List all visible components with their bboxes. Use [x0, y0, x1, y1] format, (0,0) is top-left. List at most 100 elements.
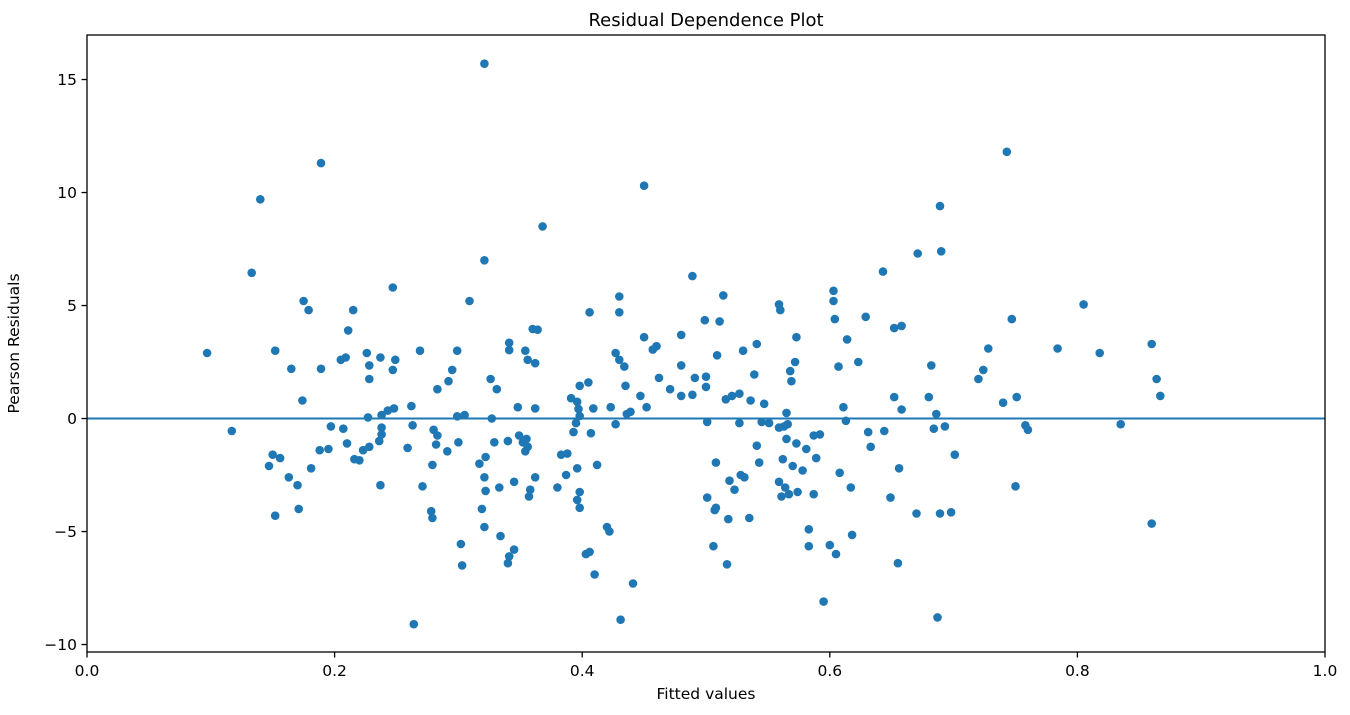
data-point — [572, 495, 582, 505]
data-point — [585, 547, 594, 557]
data-point — [481, 452, 490, 462]
data-point — [792, 332, 801, 342]
data-point — [270, 511, 280, 520]
data-point — [324, 444, 333, 454]
y-tick-label: 10 — [57, 184, 77, 202]
data-points-layer — [202, 59, 1165, 629]
data-point — [586, 428, 596, 438]
data-point — [757, 417, 766, 427]
ticks-layer: 0.0 0.2 0.4 0.6 0.8 1.0 15 10 5 0 −5 −10 — [44, 71, 1337, 680]
data-point — [572, 464, 582, 473]
data-point — [247, 268, 256, 278]
data-point — [298, 396, 307, 405]
data-point — [665, 384, 675, 394]
data-point — [316, 158, 326, 168]
data-point — [798, 466, 807, 475]
data-point — [745, 513, 754, 523]
data-point — [759, 399, 769, 409]
data-point — [688, 271, 697, 281]
x-tick-label: 0.4 — [570, 662, 595, 680]
data-point — [724, 514, 733, 524]
data-point — [503, 436, 513, 446]
data-point — [408, 421, 417, 430]
data-point — [1023, 425, 1033, 435]
data-point — [316, 364, 326, 374]
data-point — [754, 458, 764, 467]
data-point — [701, 372, 711, 382]
data-point — [606, 402, 615, 412]
data-point — [481, 486, 490, 496]
y-tick-label: 5 — [67, 297, 77, 315]
data-point — [615, 355, 624, 365]
data-point — [284, 473, 294, 482]
data-point — [504, 552, 514, 561]
data-point — [819, 597, 828, 606]
data-point — [935, 201, 945, 211]
y-tick-label: 15 — [57, 71, 77, 89]
data-point — [688, 390, 697, 400]
data-point — [787, 376, 796, 386]
data-point — [480, 59, 489, 68]
data-point — [315, 445, 325, 455]
data-point — [831, 549, 841, 559]
data-point — [523, 442, 532, 452]
data-point — [784, 489, 794, 499]
data-point — [575, 381, 584, 391]
data-point — [389, 404, 399, 413]
data-point — [477, 504, 487, 514]
data-point — [639, 332, 649, 342]
data-point — [811, 453, 821, 463]
data-point — [365, 442, 374, 452]
data-point — [509, 545, 519, 554]
data-point — [615, 292, 624, 301]
data-point — [652, 341, 661, 351]
data-point — [615, 308, 624, 317]
data-point — [415, 346, 425, 356]
data-point — [433, 384, 442, 394]
data-point — [654, 373, 664, 383]
data-point — [264, 461, 274, 471]
data-point — [575, 503, 584, 513]
x-tick-label: 0.2 — [322, 662, 347, 680]
data-point — [621, 381, 630, 391]
data-point — [830, 314, 840, 324]
data-point — [1002, 147, 1012, 157]
data-point — [889, 323, 899, 333]
x-tick-label: 1.0 — [1313, 662, 1338, 680]
data-point — [709, 541, 718, 551]
data-point — [611, 348, 620, 358]
data-point — [936, 247, 946, 256]
data-point — [460, 410, 469, 420]
data-point — [804, 525, 814, 534]
data-point — [950, 450, 960, 460]
data-point — [524, 492, 534, 501]
data-point — [480, 473, 489, 482]
data-point — [913, 249, 922, 258]
data-point — [409, 619, 419, 629]
data-point — [348, 305, 358, 315]
data-point — [979, 365, 988, 375]
data-point — [847, 530, 857, 540]
data-point — [202, 348, 212, 358]
data-point — [912, 509, 921, 518]
data-point — [933, 613, 942, 622]
data-point — [227, 426, 237, 436]
data-point — [639, 181, 649, 190]
data-point — [275, 453, 285, 463]
data-point — [701, 382, 711, 392]
x-tick-label: 0.6 — [817, 662, 842, 680]
data-point — [722, 560, 732, 569]
data-point — [443, 447, 452, 456]
data-point — [861, 312, 870, 322]
data-point — [533, 325, 542, 335]
data-point — [676, 330, 686, 340]
data-point — [702, 417, 712, 427]
data-point — [590, 570, 599, 579]
data-point — [776, 305, 785, 315]
x-tick-label: 0.0 — [75, 662, 100, 680]
data-point — [374, 436, 384, 446]
data-point — [388, 365, 398, 375]
data-point — [725, 476, 734, 486]
y-axis-label: Pearson Residuals — [5, 273, 23, 413]
